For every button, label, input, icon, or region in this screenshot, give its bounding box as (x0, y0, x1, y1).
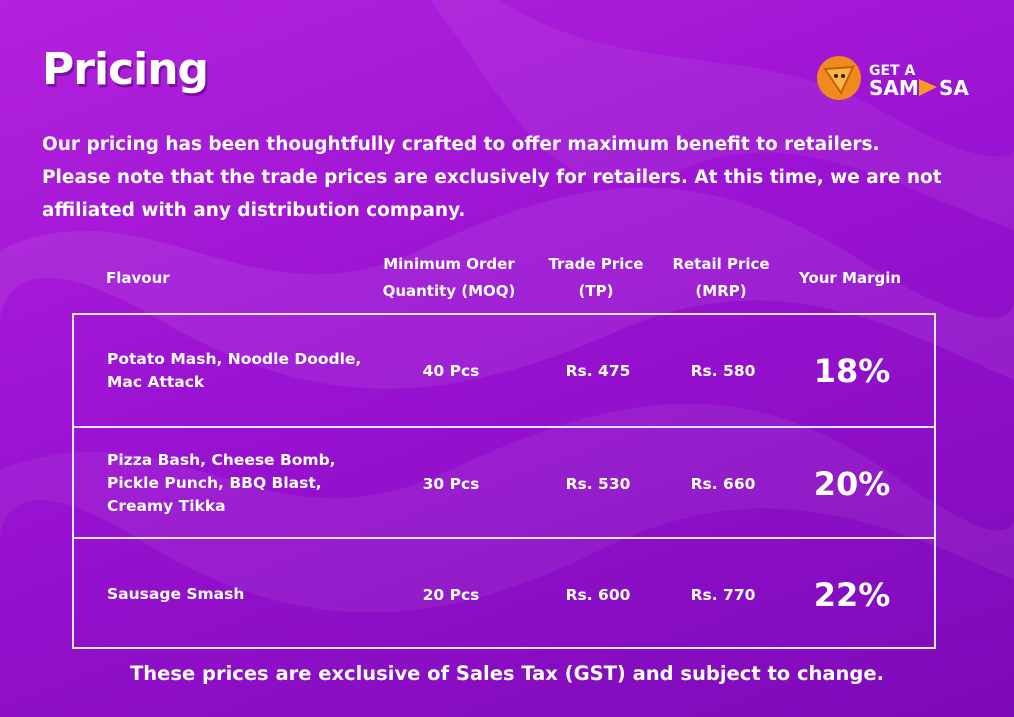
table-row: Sausage Smash 20 Pcs Rs. 600 Rs. 770 22% (74, 537, 934, 650)
moq-cell: 30 Pcs (422, 474, 480, 493)
flavour-line: Pizza Bash, Cheese Bomb, (107, 451, 336, 469)
margin-cell: 20% (813, 464, 891, 503)
margin-cell: 18% (813, 351, 891, 390)
tp-cell: Rs. 475 (565, 361, 631, 380)
mrp-cell: Rs. 580 (690, 361, 756, 380)
logo[interactable]: GET A SAM SA (815, 55, 985, 110)
pricing-table: Potato Mash, Noodle Doodle, Mac Attack 40 … (72, 313, 936, 649)
header-margin: Your Margin (780, 265, 920, 292)
header-line: Flavour (106, 269, 170, 287)
header-line: Your Margin (798, 269, 902, 287)
moq-cell: 40 Pcs (422, 361, 480, 380)
margin-cell: 22% (813, 575, 891, 614)
flavour-line: Mac Attack (107, 372, 205, 391)
intro-text: Our pricing has been thoughtfully crafte… (42, 134, 942, 221)
header-line: Minimum Order (383, 255, 515, 273)
tp-cell: Rs. 600 (565, 585, 631, 604)
mrp-cell: Rs. 770 (690, 585, 756, 604)
flavour-cell: Potato Mash, Noodle Doodle, Mac Attack (107, 315, 377, 426)
header-line: (TP) (578, 282, 614, 300)
flavour-line: Sausage Smash (107, 585, 245, 603)
header-line: Trade Price (548, 255, 644, 273)
logo-right: SA (939, 76, 969, 100)
header-flavour: Flavour (106, 265, 170, 292)
header-moq: Minimum Order Quantity (MOQ) (369, 251, 529, 305)
header-tp: Trade Price (TP) (526, 251, 666, 305)
header-line: Retail Price (672, 255, 770, 273)
title: Pricing (42, 44, 209, 95)
logo-top: GET A (869, 63, 915, 79)
flavour-cell: Sausage Smash (107, 539, 377, 650)
tp-cell: Rs. 530 (565, 474, 631, 493)
table-row: Potato Mash, Noodle Doodle, Mac Attack 40 … (74, 315, 934, 426)
logo-left: SAM (869, 76, 919, 100)
header-line: (MRP) (695, 282, 747, 300)
flavour-line: Creamy Tikka (107, 497, 226, 515)
flavour-line: Pickle Punch, BBQ Blast, (107, 474, 322, 492)
table-row: Pizza Bash, Cheese Bomb, Pickle Punch, BB… (74, 426, 934, 539)
moq-cell: 20 Pcs (422, 585, 480, 604)
flavour-cell: Pizza Bash, Cheese Bomb, Pickle Punch, BB… (107, 428, 377, 539)
header-line: Quantity (MOQ) (382, 282, 516, 300)
footer-note: These prices are exclusive of Sales Tax … (129, 662, 885, 685)
header-mrp: Retail Price (MRP) (651, 251, 791, 305)
flavour-line: Potato Mash, Noodle Doodle, (107, 349, 362, 368)
mrp-cell: Rs. 660 (690, 474, 756, 493)
